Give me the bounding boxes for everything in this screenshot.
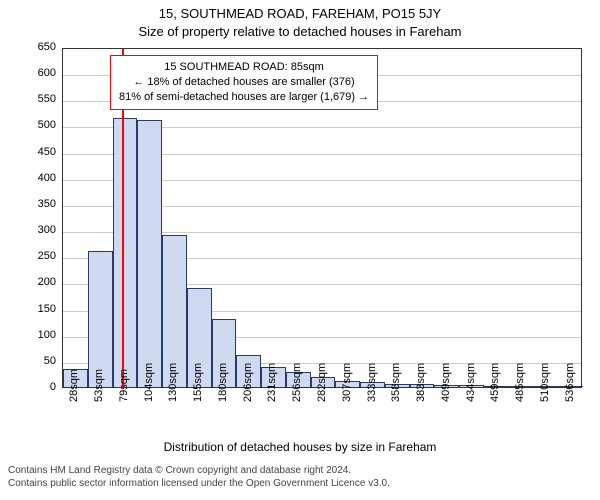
x-tick-label: 459sqm: [489, 400, 501, 402]
y-tick-label: 350: [24, 198, 56, 210]
y-tick-label: 400: [24, 172, 56, 184]
attribution-footer: Contains HM Land Registry data © Crown c…: [0, 464, 600, 490]
chart-title: 15, SOUTHMEAD ROAD, FAREHAM, PO15 5JY: [0, 6, 600, 21]
y-tick-label: 150: [24, 303, 56, 315]
x-tick-label: 510sqm: [539, 400, 551, 402]
x-tick-label: 104sqm: [143, 400, 155, 402]
footer-line-2: Contains public sector information licen…: [8, 477, 592, 490]
y-tick-label: 100: [24, 329, 56, 341]
x-tick-label: 409sqm: [440, 400, 452, 402]
y-tick-label: 450: [24, 146, 56, 158]
annotation-line-2: ← 18% of detached houses are smaller (37…: [119, 75, 369, 90]
y-tick-label: 200: [24, 276, 56, 288]
y-tick-label: 600: [24, 67, 56, 79]
x-tick-label: 536sqm: [564, 400, 576, 402]
x-tick-label: 485sqm: [514, 400, 526, 402]
y-tick-label: 250: [24, 250, 56, 262]
histogram-bar: [113, 118, 138, 387]
x-tick-label: 282sqm: [316, 400, 328, 402]
x-tick-label: 434sqm: [465, 400, 477, 402]
x-tick-label: 206sqm: [242, 400, 254, 402]
x-tick-label: 358sqm: [390, 400, 402, 402]
histogram-bar: [137, 120, 162, 387]
annotation-line-3: 81% of semi-detached houses are larger (…: [119, 90, 369, 105]
y-tick-label: 550: [24, 93, 56, 105]
annotation-line-1: 15 SOUTHMEAD ROAD: 85sqm: [119, 60, 369, 75]
y-tick-label: 500: [24, 119, 56, 131]
x-axis-label: Distribution of detached houses by size …: [0, 440, 600, 454]
y-tick-label: 50: [24, 355, 56, 367]
x-tick-label: 180sqm: [217, 400, 229, 402]
x-tick-label: 383sqm: [415, 400, 427, 402]
histogram-bar: [88, 251, 113, 387]
x-tick-label: 256sqm: [291, 400, 303, 402]
chart-annotation-box: 15 SOUTHMEAD ROAD: 85sqm ← 18% of detach…: [110, 55, 378, 110]
chart-subtitle: Size of property relative to detached ho…: [0, 24, 600, 39]
x-tick-label: 307sqm: [341, 400, 353, 402]
y-tick-label: 0: [24, 381, 56, 393]
x-tick-label: 155sqm: [192, 400, 204, 402]
x-tick-label: 79sqm: [118, 400, 130, 402]
x-tick-label: 53sqm: [93, 400, 105, 402]
y-tick-label: 650: [24, 41, 56, 53]
x-tick-label: 28sqm: [68, 400, 80, 402]
footer-line-1: Contains HM Land Registry data © Crown c…: [8, 464, 592, 477]
y-tick-label: 300: [24, 224, 56, 236]
x-tick-label: 130sqm: [167, 400, 179, 402]
x-tick-label: 333sqm: [366, 400, 378, 402]
x-tick-label: 231sqm: [266, 400, 278, 402]
